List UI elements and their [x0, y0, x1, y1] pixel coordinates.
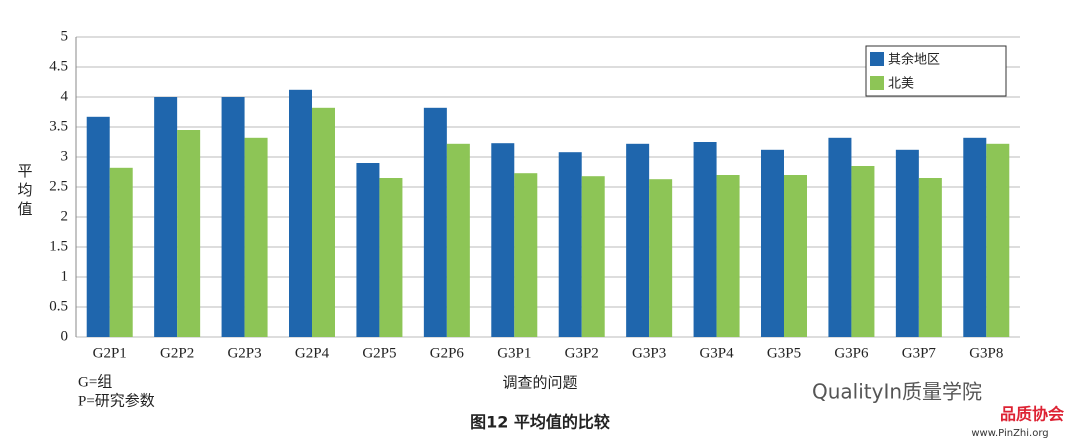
y-tick-label: 1 [61, 268, 69, 284]
y-axis-title: 平均值 [16, 163, 34, 220]
logo-text: 品质协会 [1000, 405, 1064, 424]
bar [581, 176, 605, 337]
y-tick-label: 3 [61, 148, 69, 164]
watermark: QualityIn质量学院 [812, 380, 982, 404]
y-tick-label: 5 [61, 28, 69, 44]
bar [828, 137, 852, 337]
y-tick-label: 1.5 [49, 238, 68, 254]
x-tick-label: G3P8 [969, 345, 1003, 361]
bar [784, 175, 807, 337]
bar [963, 137, 987, 337]
caption: 图12 平均值的比较 [470, 413, 610, 432]
legend-swatch [870, 52, 884, 66]
x-tick-label: G2P5 [362, 345, 396, 361]
bar [986, 143, 1010, 337]
logo-url: www.PinZhi.org [971, 428, 1048, 439]
bar [895, 149, 919, 337]
y-tick-label: 4 [61, 88, 69, 104]
x-axis-title: 调查的问题 [502, 374, 577, 392]
bar [289, 89, 312, 337]
bar [626, 143, 650, 337]
x-tick-label: G3P1 [497, 345, 531, 361]
x-tick-label: G3P3 [632, 345, 666, 361]
x-tick-label: G2P3 [227, 345, 261, 361]
bar [244, 137, 268, 337]
bar [491, 143, 515, 337]
x-tick-label: G2P1 [93, 345, 127, 361]
bar [918, 178, 942, 337]
bar [177, 130, 201, 337]
bar [423, 107, 447, 337]
bar [221, 97, 245, 337]
note: G=组 [78, 373, 112, 390]
bar [716, 175, 740, 337]
bar [446, 143, 470, 337]
legend-label: 北美 [888, 77, 914, 92]
bar [558, 152, 582, 337]
y-tick-label: 3.5 [49, 118, 68, 134]
bar [109, 167, 133, 337]
bar [851, 166, 875, 337]
x-tick-label: G3P7 [902, 345, 937, 361]
y-tick-label: 0.5 [49, 298, 68, 314]
y-tick-label: 4.5 [49, 58, 68, 74]
x-tick-label: G3P2 [565, 345, 599, 361]
legend-box [865, 45, 1007, 97]
bar [86, 116, 110, 337]
x-tick-label: G2P6 [430, 345, 465, 361]
legend-label: 其余地区 [888, 52, 940, 68]
bar [649, 179, 673, 337]
bar [514, 173, 538, 337]
bar [154, 97, 178, 337]
x-tick-label: G3P4 [699, 345, 734, 361]
bar [693, 142, 717, 337]
bar [356, 163, 380, 337]
y-tick-label: 2 [61, 208, 69, 224]
x-tick-label: G2P2 [160, 345, 194, 361]
bar [761, 149, 784, 337]
y-tick-label: 2.5 [49, 178, 68, 194]
bar [379, 178, 403, 337]
note: P=研究参数 [78, 392, 155, 409]
x-tick-label: G2P4 [295, 345, 330, 361]
y-tick-label: 0 [61, 328, 69, 344]
bar [312, 107, 335, 337]
x-tick-label: G3P6 [834, 345, 869, 361]
x-tick-label: G3P5 [767, 345, 801, 361]
legend-swatch [870, 76, 884, 90]
